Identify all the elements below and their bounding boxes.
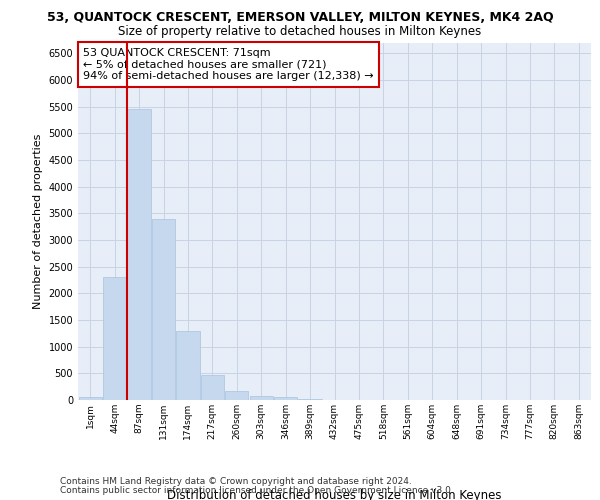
Text: 53, QUANTOCK CRESCENT, EMERSON VALLEY, MILTON KEYNES, MK4 2AQ: 53, QUANTOCK CRESCENT, EMERSON VALLEY, M… <box>47 11 553 24</box>
Bar <box>176 330 200 400</box>
Bar <box>250 396 273 400</box>
Text: Contains HM Land Registry data © Crown copyright and database right 2024.: Contains HM Land Registry data © Crown c… <box>60 477 412 486</box>
Bar <box>298 399 322 400</box>
Bar <box>274 398 297 400</box>
X-axis label: Distribution of detached houses by size in Milton Keynes: Distribution of detached houses by size … <box>167 489 502 500</box>
Y-axis label: Number of detached properties: Number of detached properties <box>33 134 43 309</box>
Bar <box>79 398 102 400</box>
Bar <box>152 218 175 400</box>
Text: Contains public sector information licensed under the Open Government Licence v3: Contains public sector information licen… <box>60 486 454 495</box>
Bar <box>103 278 126 400</box>
Text: 53 QUANTOCK CRESCENT: 71sqm
← 5% of detached houses are smaller (721)
94% of sem: 53 QUANTOCK CRESCENT: 71sqm ← 5% of deta… <box>83 48 374 81</box>
Bar <box>225 390 248 400</box>
Bar <box>127 109 151 400</box>
Bar <box>201 374 224 400</box>
Text: Size of property relative to detached houses in Milton Keynes: Size of property relative to detached ho… <box>118 25 482 38</box>
